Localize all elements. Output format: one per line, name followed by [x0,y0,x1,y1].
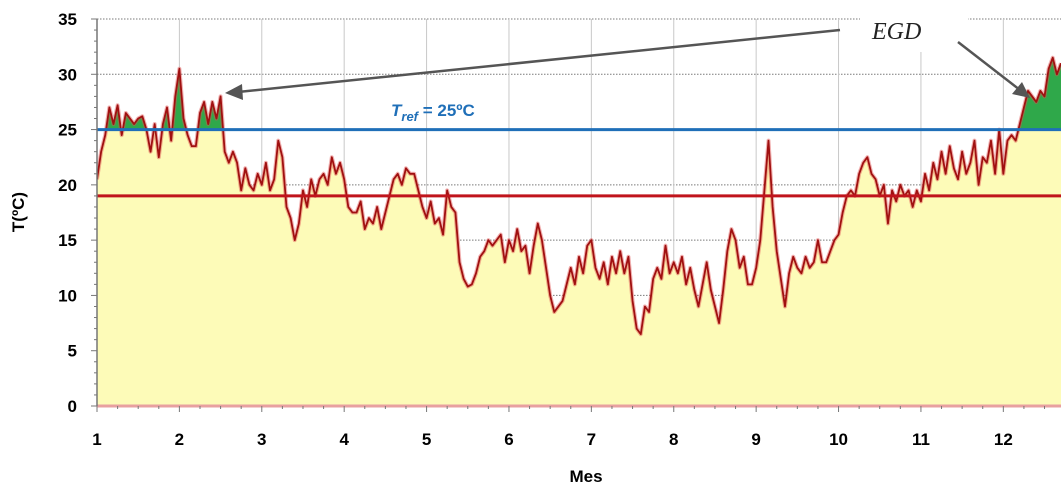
x-tick-label: 4 [339,430,349,449]
egd-arrow-right [957,41,1021,91]
y-axis-title: T(ºC) [9,192,28,232]
egd-arrowhead-left [225,84,243,100]
x-tick-label: 8 [669,430,678,449]
egd-arrowhead-right [1012,82,1030,98]
reference-lines [97,128,1061,198]
y-tick-label: 15 [58,231,77,250]
x-tick-labels: 1 2 3 4 5 6 7 8 9 10 11 12 [92,430,1013,449]
tref-value: = 25ºC [418,101,475,120]
axes [91,18,1061,412]
area-fill [97,57,1061,406]
series-line [97,56,1061,336]
x-tick-label: 5 [422,430,431,449]
y-tick-label: 30 [58,65,77,84]
egd-annotation: EGD [225,8,1030,100]
x-tick-label: 9 [751,430,760,449]
y-tick-label: 10 [58,286,77,305]
y-tick-label: 25 [58,121,77,140]
egd-label: EGD [871,19,921,45]
y-tick-labels: 0 5 10 15 20 25 30 35 [58,10,77,416]
y-tick-label: 5 [68,342,77,361]
y-tick-label: 35 [58,10,77,29]
x-tick-label: 10 [829,430,848,449]
x-tick-label: 3 [257,430,266,449]
egd-arrow-left [237,28,841,94]
egd-label-box [860,8,968,52]
x-tick-label: 2 [175,430,184,449]
y-tick-label: 20 [58,176,77,195]
x-tick-label: 1 [92,430,101,449]
x-tick-label: 11 [912,430,930,449]
x-tick-label: 6 [504,430,513,449]
x-tick-label: 12 [994,430,1013,449]
area-layer [97,55,1061,406]
x-tick-label: 7 [587,430,596,449]
tref-label: Tref = 25ºC [391,101,475,124]
tref-sub: ref [401,109,419,124]
tref-main: T [391,101,403,120]
excess-area-fill [106,57,1061,130]
y-tick-label: 0 [68,397,77,416]
x-axis-title: Mes [569,467,602,486]
